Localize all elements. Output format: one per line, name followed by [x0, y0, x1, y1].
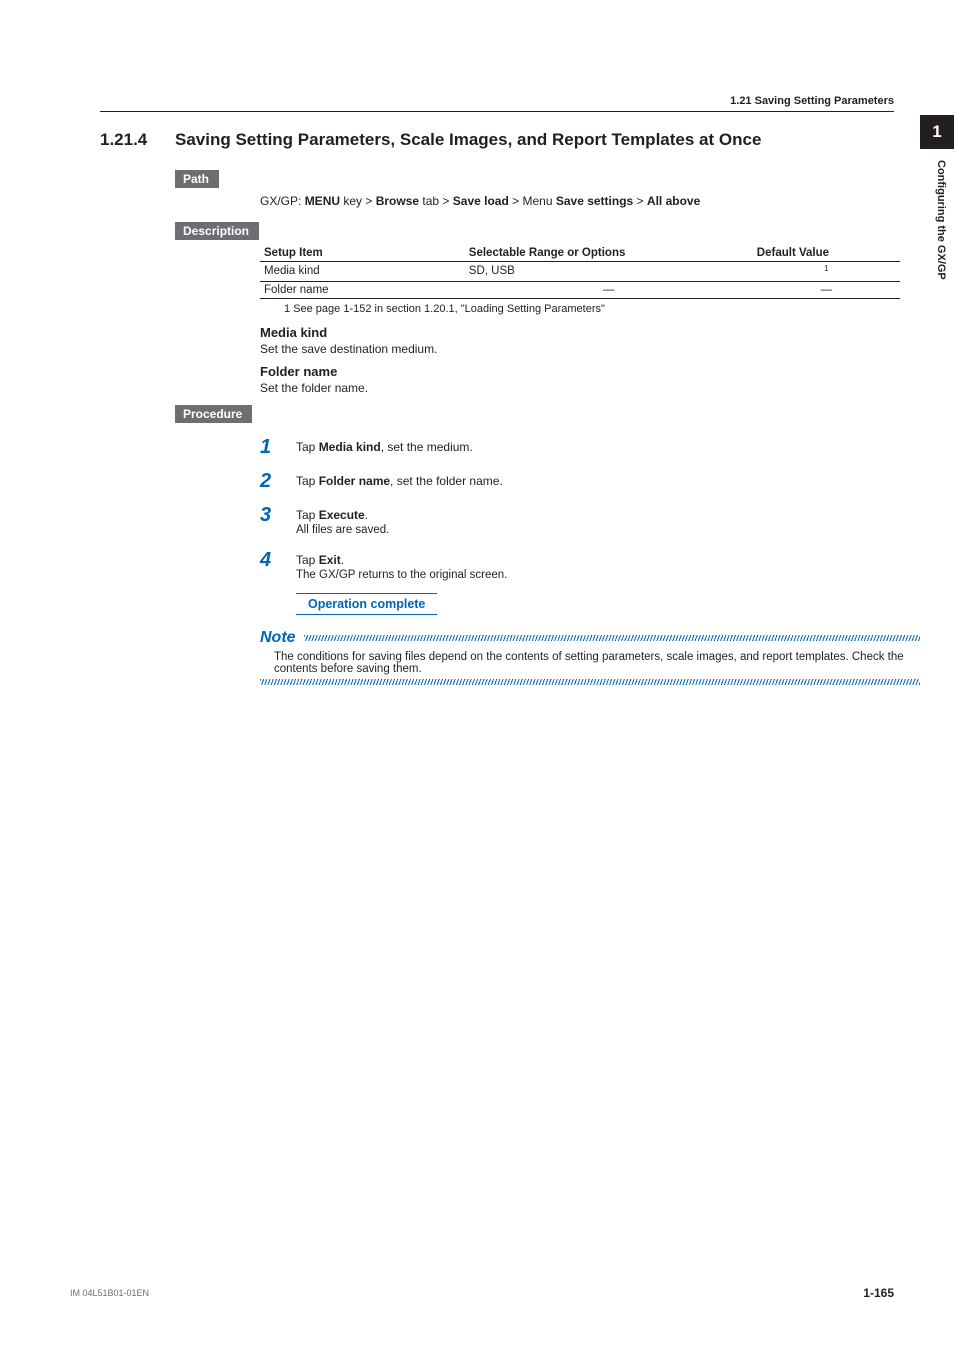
step-post: .	[365, 508, 368, 522]
step-bold: Execute	[319, 508, 365, 522]
step-number: 3	[260, 505, 296, 525]
footnote-sup: 1	[824, 264, 828, 273]
step-pre: Tap	[296, 440, 319, 454]
section-title: Saving Setting Parameters, Scale Images,…	[175, 130, 761, 150]
procedure-label-box: Procedure	[175, 405, 252, 423]
section-number: 1.21.4	[100, 130, 175, 150]
path-key-allabove: All above	[647, 194, 700, 208]
cell-media-kind: Media kind	[260, 262, 465, 282]
step-body: Tap Execute. All files are saved.	[296, 505, 389, 536]
step-post: , set the medium.	[381, 440, 473, 454]
hatched-rule-icon	[260, 679, 920, 685]
step-sub: All files are saved.	[296, 524, 389, 536]
path-key-savesettings: Save settings	[556, 194, 633, 208]
footer-page-num: 1-165	[863, 1286, 894, 1300]
path-t3: > Menu	[509, 194, 556, 208]
step-sub: The GX/GP returns to the original screen…	[296, 569, 507, 581]
path-t2: tab >	[419, 194, 453, 208]
chapter-label: Configuring the GX/GP	[935, 160, 947, 280]
path-label-box: Path	[175, 170, 219, 188]
step-pre: Tap	[296, 508, 319, 522]
note-text: The conditions for saving files depend o…	[260, 651, 920, 675]
cell-folder-default: —	[753, 281, 900, 298]
step-body: Tap Media kind, set the medium.	[296, 437, 473, 454]
running-head: 1.21 Saving Setting Parameters	[100, 95, 894, 112]
step-number: 1	[260, 437, 296, 457]
desc-heading-folder: Folder name	[260, 364, 900, 379]
step-body: Tap Exit. The GX/GP returns to the origi…	[296, 550, 507, 581]
path-prefix: GX/GP:	[260, 194, 305, 208]
th-range: Selectable Range or Options	[465, 244, 753, 262]
path-key-browse: Browse	[376, 194, 419, 208]
step-number: 4	[260, 550, 296, 570]
path-key-menu: MENU	[305, 194, 340, 208]
step-post: , set the folder name.	[390, 474, 503, 488]
cell-media-options: SD, USB	[465, 262, 753, 282]
path-t4: >	[633, 194, 647, 208]
cell-folder-options: —	[465, 281, 753, 298]
page-content: 1.21 Saving Setting Parameters 1.21.4 Sa…	[100, 95, 894, 685]
path-key-saveload: Save load	[453, 194, 509, 208]
table-footnote: 1 See page 1-152 in section 1.20.1, "Loa…	[284, 303, 900, 315]
footer-doc-id: IM 04L51B01-01EN	[70, 1288, 149, 1298]
desc-heading-media: Media kind	[260, 325, 900, 340]
step-pre: Tap	[296, 474, 319, 488]
step-bold: Exit	[319, 553, 341, 567]
cell-folder-name: Folder name	[260, 281, 465, 298]
th-setup-item: Setup Item	[260, 244, 465, 262]
desc-text-folder: Set the folder name.	[260, 381, 900, 395]
section-heading: 1.21.4 Saving Setting Parameters, Scale …	[100, 130, 894, 150]
desc-text-media: Set the save destination medium.	[260, 342, 900, 356]
step-pre: Tap	[296, 553, 319, 567]
step-body: Tap Folder name, set the folder name.	[296, 471, 503, 488]
step-bold: Folder name	[319, 474, 390, 488]
table-header-row: Setup Item Selectable Range or Options D…	[260, 244, 900, 262]
procedure-step-2: 2 Tap Folder name, set the folder name.	[260, 471, 894, 491]
cell-media-default: 1	[753, 262, 900, 282]
step-post: .	[341, 553, 344, 567]
step-bold: Media kind	[319, 440, 381, 454]
path-text: GX/GP: MENU key > Browse tab > Save load…	[260, 194, 894, 208]
procedure-step-1: 1 Tap Media kind, set the medium.	[260, 437, 894, 457]
procedure-step-4: 4 Tap Exit. The GX/GP returns to the ori…	[260, 550, 894, 581]
note-word: Note	[260, 629, 296, 647]
step-number: 2	[260, 471, 296, 491]
description-label-box: Description	[175, 222, 259, 240]
th-default: Default Value	[753, 244, 900, 262]
note-head: Note	[260, 629, 920, 647]
note-block: Note The conditions for saving files dep…	[260, 629, 920, 685]
table-row: Media kind SD, USB 1	[260, 262, 900, 282]
operation-complete: Operation complete	[296, 593, 437, 615]
chapter-tab: 1	[920, 115, 954, 149]
hatched-rule-icon	[304, 635, 920, 641]
table-row: Folder name — —	[260, 281, 900, 298]
path-t1: key >	[340, 194, 376, 208]
procedure-step-3: 3 Tap Execute. All files are saved.	[260, 505, 894, 536]
setup-table: Setup Item Selectable Range or Options D…	[260, 244, 900, 299]
